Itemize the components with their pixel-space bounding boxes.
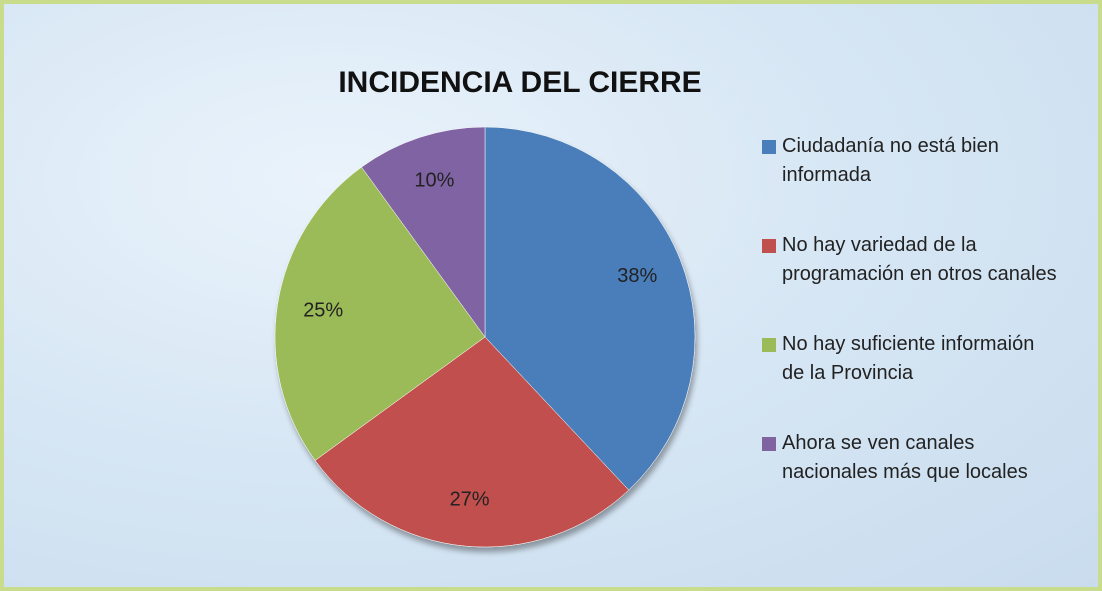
- legend-label: Ahora se ven canales nacionales más que …: [782, 432, 1028, 483]
- pie-slice: [314, 336, 630, 548]
- data-label: 27%: [450, 488, 490, 510]
- legend-label: No hay variedad de la programación en ot…: [782, 234, 1057, 285]
- legend: Ciudadanía no está bien informada No hay …: [762, 132, 1062, 528]
- data-label: 25%: [303, 300, 343, 322]
- legend-swatch: [762, 437, 776, 451]
- legend-swatch: [762, 239, 776, 253]
- chart: INCIDENCIA DEL CIERRE 38% 27% 25% 10%: [274, 66, 702, 548]
- legend-item: No hay variedad de la programación en ot…: [762, 231, 1062, 330]
- legend-swatch: [762, 140, 776, 154]
- pie-slice: [484, 126, 696, 491]
- data-label: 10%: [414, 169, 454, 191]
- pie: [274, 126, 696, 548]
- legend-swatch: [762, 338, 776, 352]
- pie-slice: [274, 166, 486, 461]
- chart-title: INCIDENCIA DEL CIERRE: [338, 66, 701, 99]
- pie-slice: [361, 126, 486, 338]
- legend-label: No hay suficiente informaión de la Provi…: [782, 333, 1035, 384]
- legend-item: Ciudadanía no está bien informada: [762, 132, 1062, 231]
- legend-item: Ahora se ven canales nacionales más que …: [762, 429, 1062, 528]
- legend-item: No hay suficiente informaión de la Provi…: [762, 330, 1062, 429]
- data-label: 38%: [617, 265, 657, 287]
- legend-label: Ciudadanía no está bien informada: [782, 135, 999, 186]
